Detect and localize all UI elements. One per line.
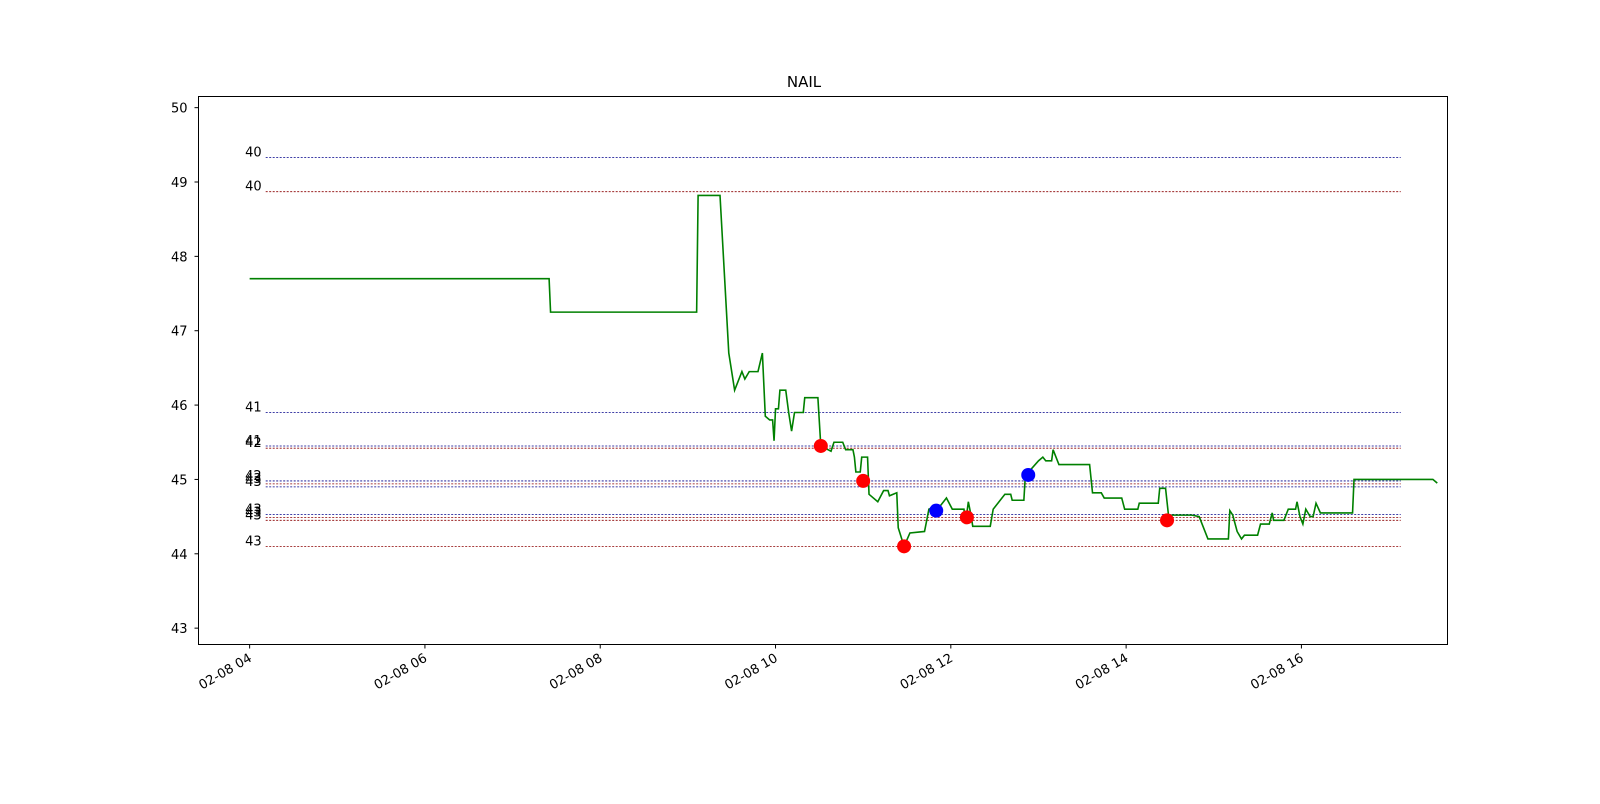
buy-marker	[1021, 467, 1036, 482]
y-tick-label: 44	[171, 548, 188, 563]
y-tick-label: 49	[171, 176, 188, 191]
y-tick-label: 46	[171, 399, 188, 414]
x-tick-label: 02-08 08	[547, 651, 605, 693]
y-tick-label: 45	[171, 473, 188, 488]
series-layer	[249, 194, 1438, 549]
reference-line-label: 40	[245, 180, 262, 195]
y-tick-label: 47	[171, 325, 188, 340]
reference-line-label: 40	[245, 145, 262, 160]
sell-marker	[813, 438, 828, 453]
sell-marker	[1160, 513, 1175, 528]
reference-line-label: 42	[245, 436, 262, 451]
y-tick-label: 50	[171, 102, 188, 117]
plot-frame	[198, 96, 1448, 645]
x-tick-label: 02-08 04	[197, 651, 255, 693]
reference-line-label: 42	[245, 469, 262, 484]
chart-title: NAIL	[787, 73, 822, 91]
buy-marker	[929, 503, 944, 518]
reference-line-label: 43	[245, 475, 262, 490]
x-tick-label: 02-08 12	[898, 651, 956, 693]
reference-line-label: 41	[245, 434, 262, 449]
marker-layer	[813, 438, 1175, 554]
x-tick-label: 02-08 16	[1248, 651, 1306, 693]
sell-marker	[897, 539, 912, 554]
reference-line-label: 41	[245, 401, 262, 416]
price-series-line	[249, 194, 1438, 549]
x-tick-label: 02-08 10	[722, 651, 780, 693]
reference-line-label: 43	[245, 502, 262, 517]
y-tick-label: 48	[171, 250, 188, 265]
y-axis: 43 44 45 46 47 48 49 50	[171, 102, 199, 637]
reference-line-label: 43	[245, 505, 262, 520]
x-tick-label: 02-08 06	[372, 651, 430, 693]
reference-line-label: 43	[245, 472, 262, 487]
reference-line-label: 43	[245, 534, 262, 549]
sell-marker	[856, 473, 871, 488]
y-tick-label: 43	[171, 622, 188, 637]
x-axis: 02-08 04 02-08 06 02-08 08 02-08 10 02-08 12…	[197, 644, 1306, 693]
x-tick-label: 02-08 14	[1073, 651, 1131, 693]
sell-marker	[959, 510, 974, 525]
reference-line-label: 43	[245, 508, 262, 523]
